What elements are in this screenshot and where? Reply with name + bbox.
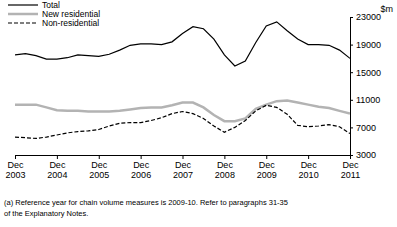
- y-tick-mark: [350, 127, 353, 128]
- x-tick-mark: [99, 155, 100, 159]
- y-tick: 7000: [350, 123, 376, 133]
- legend-swatch: [8, 13, 38, 16]
- legend-swatch: [8, 4, 38, 5]
- y-tick: 15000: [350, 68, 381, 78]
- y-tick-label: 7000: [356, 123, 376, 133]
- y-tick-mark: [350, 72, 353, 73]
- y-axis-title: $m: [380, 4, 393, 14]
- y-tick-mark: [350, 17, 353, 18]
- x-tick-mark: [141, 155, 142, 159]
- x-tick: Dec2005: [89, 155, 109, 180]
- y-tick-label: 3000: [356, 150, 376, 160]
- footnote: of the Explanatory Notes.: [4, 209, 88, 218]
- x-tick: Dec2010: [299, 155, 319, 180]
- y-axis: 3000 7000 11000 15000 19000 23000: [350, 12, 381, 160]
- series-line: [15, 22, 350, 66]
- x-tick: Dec2011: [341, 155, 360, 180]
- y-tick-label: 23000: [356, 12, 381, 22]
- x-tick-mark: [350, 155, 351, 159]
- x-tick: Dec2004: [47, 155, 67, 180]
- plot-area: [15, 22, 350, 139]
- x-tick-mark: [183, 155, 184, 159]
- y-tick: 23000: [350, 12, 381, 22]
- footnote: (a) Reference year for chain volume meas…: [4, 198, 288, 207]
- x-tick-mark: [308, 155, 309, 159]
- y-tick: 19000: [350, 40, 381, 50]
- x-tick-mark: [15, 155, 16, 159]
- x-tick-label: Dec2006: [131, 160, 151, 180]
- x-tick: Dec2008: [215, 155, 235, 180]
- series-line: [15, 100, 350, 121]
- legend-swatch: [8, 22, 38, 23]
- y-tick: 3000: [350, 150, 376, 160]
- x-tick-label: Dec2008: [215, 160, 235, 180]
- y-tick: 11000: [350, 95, 380, 105]
- y-tick-label: 11000: [356, 95, 380, 105]
- x-tick-label: Dec2010: [299, 160, 319, 180]
- y-tick-label: 19000: [356, 40, 381, 50]
- x-axis-line: [16, 156, 351, 160]
- x-tick: Dec2003: [5, 155, 25, 180]
- x-tick-label: Dec2003: [5, 160, 25, 180]
- y-tick-mark: [350, 100, 353, 101]
- chart: 3000700011000150001900023000$mDec2003Dec…: [0, 0, 397, 227]
- chart-container: 3000700011000150001900023000$mDec2003Dec…: [0, 0, 397, 227]
- x-tick-label: Dec2005: [89, 160, 109, 180]
- y-tick-label: 15000: [356, 68, 381, 78]
- legend: TotalNew residentialNon-residential: [8, 0, 100, 28]
- y-axis-line: [351, 18, 354, 156]
- x-tick: Dec2009: [257, 155, 277, 180]
- x-tick: Dec2006: [131, 155, 151, 180]
- x-tick-mark: [57, 155, 58, 159]
- series-line: [15, 105, 350, 138]
- x-tick-label: Dec2011: [341, 160, 360, 180]
- x-tick-mark: [266, 155, 267, 159]
- legend-label: Non-residential: [42, 18, 99, 28]
- y-tick-mark: [350, 45, 353, 46]
- x-tick-label: Dec2007: [173, 160, 193, 180]
- x-tick-mark: [224, 155, 225, 159]
- x-tick: Dec2007: [173, 155, 193, 180]
- x-tick-label: Dec2004: [47, 160, 67, 180]
- x-tick-label: Dec2009: [257, 160, 277, 180]
- x-axis: Dec2003 Dec2004 Dec2005 Dec2006 Dec2007 Dec20…: [5, 155, 360, 180]
